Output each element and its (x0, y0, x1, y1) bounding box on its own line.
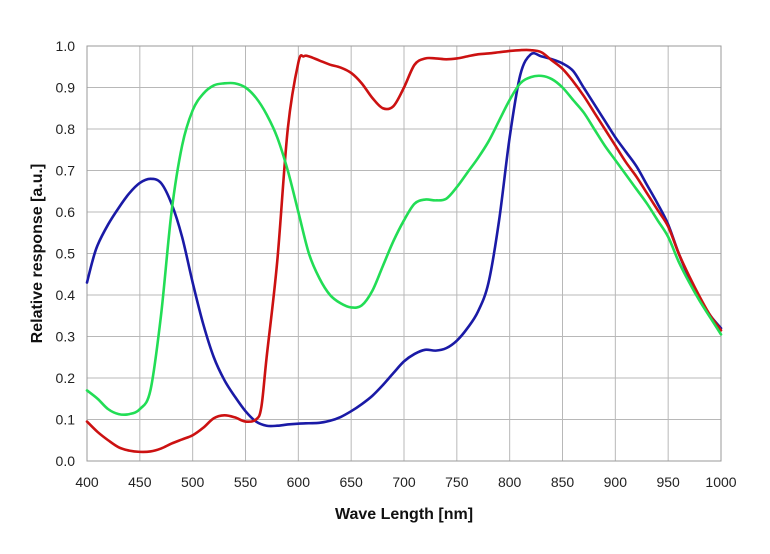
x-tick-label: 550 (234, 474, 258, 490)
x-tick-label: 800 (498, 474, 522, 490)
series-line-green (85, 74, 723, 417)
x-tick-label: 400 (75, 474, 99, 490)
plot-frame (86, 45, 722, 462)
x-axis-ticks: 400 450 500 550 600 650 700 750 800 850 900 950 1000 (75, 474, 736, 490)
y-tick-label: 0.9 (56, 80, 76, 96)
y-tick-label: 0.6 (56, 204, 76, 220)
x-tick-label: 600 (287, 474, 311, 490)
x-tick-label: 750 (445, 474, 469, 490)
x-axis-title: Wave Length [nm] (335, 506, 473, 523)
x-tick-label: 850 (551, 474, 575, 490)
x-tick-label: 650 (339, 474, 363, 490)
y-tick-label: 0.2 (56, 370, 76, 386)
y-tick-label: 0.3 (56, 329, 76, 345)
series-lines (85, 48, 723, 454)
y-tick-label: 0.7 (56, 163, 76, 179)
x-tick-label: 500 (181, 474, 205, 490)
y-tick-label: 0.5 (56, 246, 76, 262)
x-tick-label: 700 (392, 474, 416, 490)
grid (86, 45, 722, 462)
y-tick-label: 0.8 (56, 121, 76, 137)
series-line-blue (85, 51, 723, 428)
y-tick-label: 0.1 (56, 412, 76, 428)
x-tick-label: 1000 (705, 474, 736, 490)
y-axis-ticks: 0.0 0.1 0.2 0.3 0.4 0.5 0.6 0.7 0.8 0.9 1.0 (56, 38, 76, 469)
x-tick-label: 950 (656, 474, 680, 490)
y-tick-label: 1.0 (56, 38, 76, 54)
y-tick-label: 0.4 (56, 287, 76, 303)
y-axis-title: Relative response [a.u.] (29, 164, 46, 344)
x-tick-label: 450 (128, 474, 152, 490)
y-tick-label: 0.0 (56, 453, 76, 469)
x-tick-label: 900 (604, 474, 628, 490)
series-line-red (85, 48, 723, 454)
